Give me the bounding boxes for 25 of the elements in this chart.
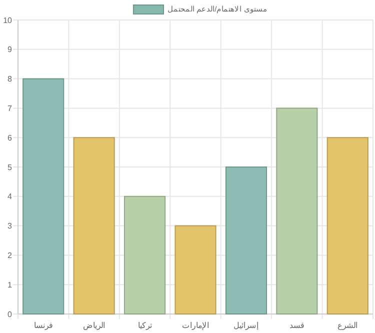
x-tick-label: تركيا [138,321,152,330]
bar [225,166,267,314]
y-tick-label: 9 [8,45,13,54]
bar [22,78,64,314]
bar [326,137,368,314]
y-tick-label: 0 [8,310,13,319]
y-tick-label: 3 [8,222,13,231]
y-tick-label: 4 [8,192,13,202]
bar [174,225,216,314]
x-tick-label: فرنسا [34,321,53,330]
x-tick-label: الرياض [83,321,106,330]
bar [73,137,115,314]
y-tick-label: 7 [8,104,13,113]
y-tick-label: 8 [8,74,13,84]
x-tick-label: الإمارات [182,321,209,330]
y-tick-label: 1 [8,280,13,290]
bar [276,108,318,314]
y-tick-label: 5 [8,162,13,172]
y-tick-label: 2 [8,251,13,260]
y-tick-label: 10 [3,16,13,25]
x-tick-label: إسرائيل [234,321,259,330]
y-tick-label: 6 [8,133,13,142]
x-tick-label: قسد [289,321,304,330]
x-tick-label: الشرع [338,321,358,330]
bar [124,196,166,314]
